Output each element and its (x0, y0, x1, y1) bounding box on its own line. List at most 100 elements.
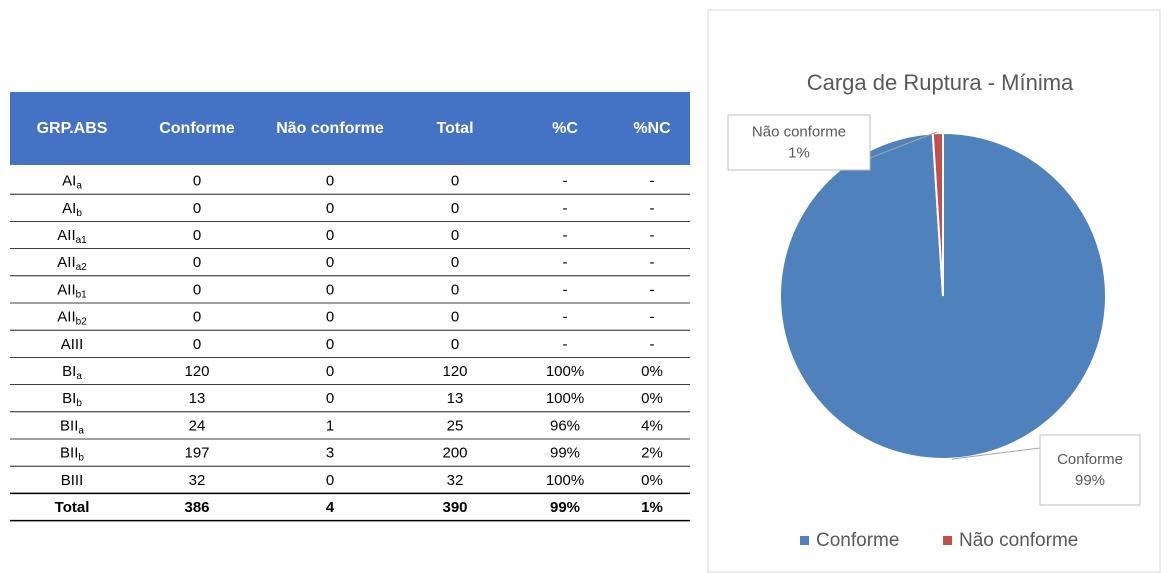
row-label-main: BI (62, 390, 76, 407)
table-cell: 200 (442, 445, 467, 462)
table-cell: 0 (193, 281, 201, 298)
table-cell: 25 (447, 417, 464, 434)
table-cell: 0 (451, 281, 459, 298)
table-cell: 0 (326, 254, 334, 271)
table-cell: 1 (326, 417, 334, 434)
table-cell: 4% (641, 417, 663, 434)
header-cell: %NC (633, 120, 671, 137)
table-cell: - (563, 281, 568, 298)
row-label: BIIb (60, 445, 84, 464)
table-cell: 0 (326, 363, 334, 380)
table-cell: 96% (550, 417, 580, 434)
data-label-box (727, 114, 871, 171)
table-cell: - (650, 173, 655, 190)
row-label: AIIb2 (57, 309, 87, 328)
table-header-bg (10, 92, 690, 165)
row-label-main: AIII (61, 336, 84, 353)
row-label-main: BII (60, 417, 78, 434)
table-cell: - (563, 254, 568, 271)
table-cell: - (563, 309, 568, 326)
table-cell: 1% (641, 499, 663, 516)
table-cell: 0 (326, 472, 334, 489)
table-cell: 0 (451, 227, 459, 244)
table-cell: 100% (546, 472, 584, 489)
data-label-name: Conforme (1057, 451, 1123, 468)
table-cell: 0% (641, 390, 663, 407)
row-label: AIa (62, 173, 82, 192)
table-cell: 0 (326, 281, 334, 298)
legend-label: Não conforme (959, 530, 1078, 551)
table-cell: 24 (189, 417, 206, 434)
header-cell: %C (552, 120, 578, 137)
header-cell: GRP.ABS (37, 120, 108, 137)
table-cell: 32 (447, 472, 464, 489)
table-cell: - (563, 173, 568, 190)
row-label: AIIa1 (57, 227, 87, 246)
table-cell: 0 (326, 227, 334, 244)
table-cell: 32 (189, 472, 206, 489)
legend-swatch (943, 536, 952, 545)
legend-swatch (800, 536, 809, 545)
table-cell: 0% (641, 363, 663, 380)
row-label-main: AI (62, 200, 76, 217)
table-cell: 0 (193, 200, 201, 217)
table-cell: 390 (442, 499, 467, 516)
row-label-main: AI (62, 173, 76, 190)
row-label: BIIa (60, 417, 84, 436)
table-cell: 0 (326, 390, 334, 407)
row-label-sub: a1 (76, 235, 88, 246)
table-cell: - (650, 281, 655, 298)
table-cell: 0 (193, 173, 201, 190)
table-cell: 100% (546, 363, 584, 380)
table-cell: 13 (189, 390, 206, 407)
table-cell: 0 (451, 173, 459, 190)
row-label-main: AII (57, 254, 75, 271)
table-cell: - (563, 227, 568, 244)
table-cell: 120 (442, 363, 467, 380)
row-label-sub: b2 (76, 316, 88, 327)
table-cell: 3 (326, 445, 334, 462)
table-cell: 0 (193, 254, 201, 271)
header-cell: Não conforme (276, 120, 384, 137)
row-label: BIII (61, 472, 84, 489)
row-label: BIa (62, 363, 82, 382)
table-cell: - (563, 200, 568, 217)
table-cell: - (650, 254, 655, 271)
table-cell: 13 (447, 390, 464, 407)
row-label-sub: a2 (76, 262, 88, 273)
table-cell: 0 (451, 254, 459, 271)
header-cell: Conforme (159, 120, 235, 137)
row-label: AIII (61, 336, 84, 353)
row-label-main: BII (60, 445, 78, 462)
row-label: AIIa2 (57, 254, 87, 273)
row-label-main: AII (57, 227, 75, 244)
table-cell: - (563, 336, 568, 353)
data-label-value: 99% (1075, 472, 1105, 489)
row-label: BIb (62, 390, 82, 409)
row-label-main: BIII (61, 472, 84, 489)
table-cell: 120 (184, 363, 209, 380)
table-cell: 0% (641, 472, 663, 489)
data-label-name: Não conforme (752, 123, 846, 140)
table-cell: - (650, 200, 655, 217)
row-label: AIIb1 (57, 281, 87, 300)
row-label-main: AII (57, 281, 75, 298)
table-cell: 386 (184, 499, 209, 516)
table-cell: 0 (326, 336, 334, 353)
table-cell: 0 (326, 200, 334, 217)
table-cell: 0 (451, 309, 459, 326)
table-cell: 99% (550, 499, 580, 516)
table-cell: 0 (326, 173, 334, 190)
leader-line (951, 447, 1041, 460)
table-cell: 2% (641, 445, 663, 462)
data-label-box (1039, 434, 1141, 506)
row-label-sub: b (76, 398, 82, 409)
row-label-main: AII (57, 309, 75, 326)
table-cell: 0 (193, 309, 201, 326)
leader-line (869, 131, 938, 159)
table-cell: 0 (193, 227, 201, 244)
chart-title: Carga de Ruptura - Mínima (807, 70, 1074, 95)
legend-label: Conforme (816, 530, 899, 551)
table-cell: - (650, 336, 655, 353)
